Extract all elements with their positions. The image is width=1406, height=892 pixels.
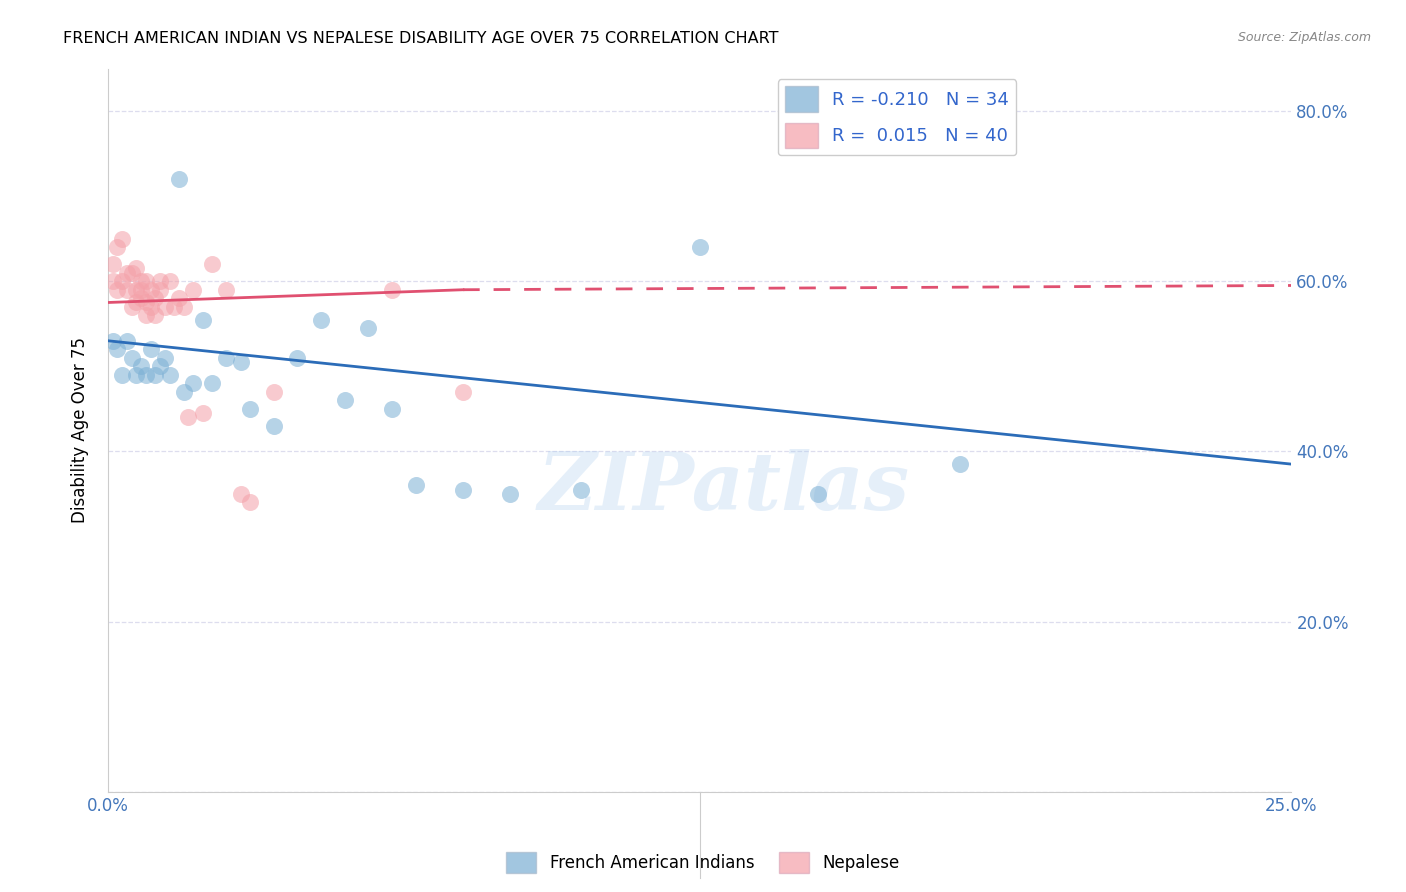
Point — [381, 283, 404, 297]
Point — [357, 321, 380, 335]
Point — [125, 368, 148, 382]
Point — [129, 283, 152, 297]
Point — [139, 300, 162, 314]
Point — [181, 283, 204, 297]
Text: Source: ZipAtlas.com: Source: ZipAtlas.com — [1237, 31, 1371, 45]
Point — [285, 351, 308, 365]
Point — [451, 384, 474, 399]
Point — [121, 351, 143, 365]
Point — [153, 300, 176, 314]
Point — [451, 483, 474, 497]
Point — [569, 483, 592, 497]
Point — [111, 368, 134, 382]
Point — [135, 368, 157, 382]
Point — [135, 295, 157, 310]
Text: ZIPatlas: ZIPatlas — [537, 450, 910, 526]
Point — [405, 478, 427, 492]
Point — [121, 266, 143, 280]
Point — [125, 295, 148, 310]
Y-axis label: Disability Age Over 75: Disability Age Over 75 — [72, 337, 89, 523]
Point — [111, 274, 134, 288]
Point — [201, 257, 224, 271]
Point — [181, 376, 204, 391]
Point — [159, 274, 181, 288]
Point — [115, 334, 138, 348]
Point — [807, 487, 830, 501]
Point — [149, 359, 172, 374]
Legend: French American Indians, Nepalese: French American Indians, Nepalese — [499, 846, 907, 880]
Point — [135, 308, 157, 322]
Point — [125, 283, 148, 297]
Point — [111, 232, 134, 246]
Point — [167, 172, 190, 186]
Point — [173, 384, 195, 399]
Point — [949, 457, 972, 471]
Point — [107, 343, 129, 357]
Point — [149, 283, 172, 297]
Point — [177, 410, 200, 425]
Point — [115, 266, 138, 280]
Point — [153, 351, 176, 365]
Point — [125, 261, 148, 276]
Point — [143, 308, 166, 322]
Point — [309, 312, 332, 326]
Point — [163, 300, 186, 314]
Point — [101, 274, 124, 288]
Point — [143, 368, 166, 382]
Point — [129, 291, 152, 305]
Point — [263, 384, 285, 399]
Point — [381, 401, 404, 416]
Point — [191, 312, 214, 326]
Point — [167, 291, 190, 305]
Point — [333, 393, 356, 408]
Point — [107, 283, 129, 297]
Point — [159, 368, 181, 382]
Legend: R = -0.210   N = 34, R =  0.015   N = 40: R = -0.210 N = 34, R = 0.015 N = 40 — [778, 79, 1017, 155]
Point — [107, 240, 129, 254]
Point — [143, 291, 166, 305]
Point — [115, 283, 138, 297]
Point — [139, 343, 162, 357]
Point — [215, 283, 238, 297]
Point — [129, 359, 152, 374]
Point — [239, 495, 262, 509]
Point — [229, 355, 252, 369]
Point — [263, 418, 285, 433]
Point — [191, 406, 214, 420]
Point — [139, 283, 162, 297]
Point — [121, 300, 143, 314]
Point — [229, 487, 252, 501]
Point — [149, 274, 172, 288]
Point — [101, 257, 124, 271]
Point — [239, 401, 262, 416]
Text: FRENCH AMERICAN INDIAN VS NEPALESE DISABILITY AGE OVER 75 CORRELATION CHART: FRENCH AMERICAN INDIAN VS NEPALESE DISAB… — [63, 31, 779, 46]
Point — [173, 300, 195, 314]
Point — [499, 487, 522, 501]
Point — [201, 376, 224, 391]
Point — [135, 274, 157, 288]
Point — [129, 274, 152, 288]
Point — [101, 334, 124, 348]
Point — [215, 351, 238, 365]
Point — [689, 240, 711, 254]
